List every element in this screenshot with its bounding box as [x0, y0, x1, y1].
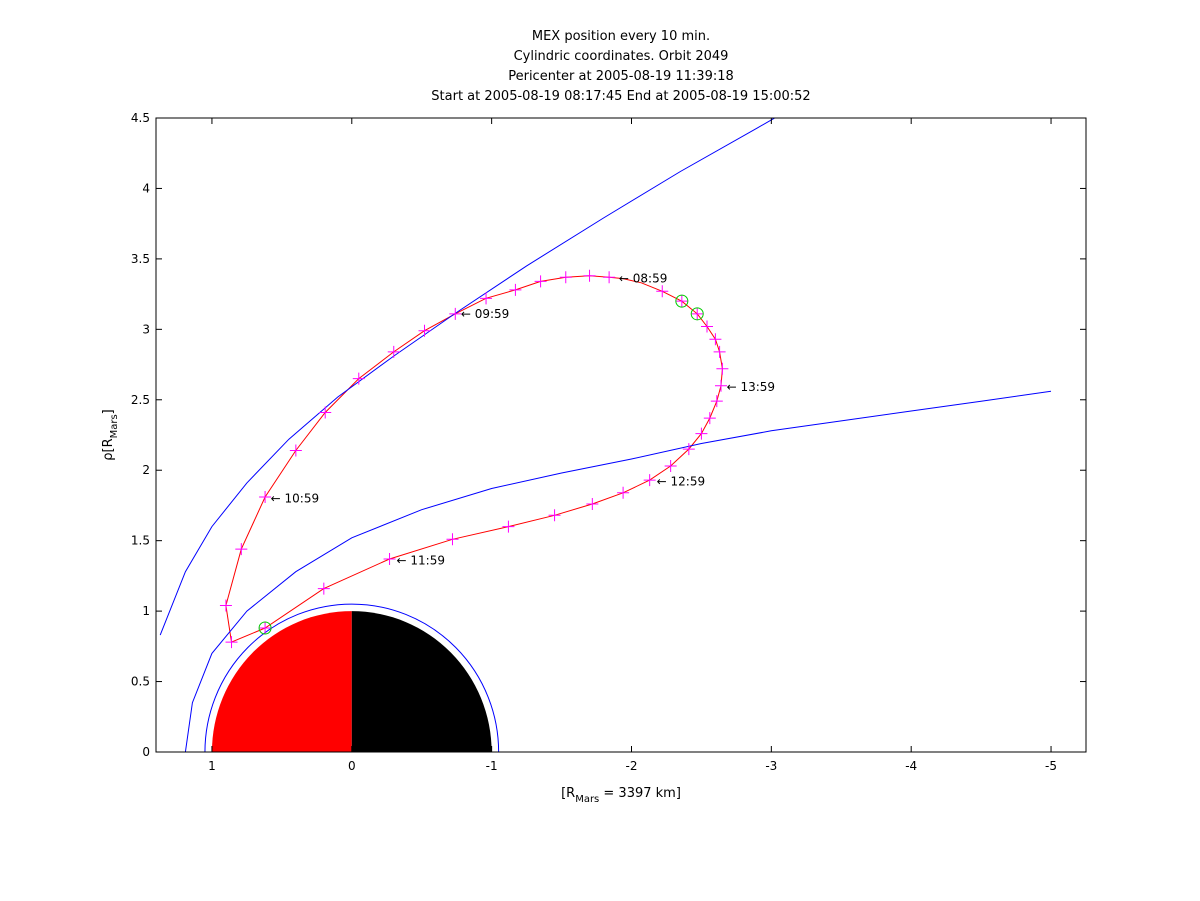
- position-marker-4: [509, 283, 522, 296]
- position-marker-32: [713, 345, 726, 358]
- x-tick-label: -5: [1045, 759, 1057, 773]
- position-marker-30: [714, 379, 727, 392]
- position-marker-12: [259, 490, 272, 503]
- axes-frame: [155, 117, 1087, 753]
- position-marker-27: [695, 427, 708, 440]
- x-tick-label: 0: [348, 759, 356, 773]
- series-outer-boundary: [159, 118, 776, 636]
- special-marker-2: [258, 621, 272, 635]
- position-marker-29: [710, 395, 723, 408]
- y-tick-label: 2.5: [131, 393, 150, 407]
- x-tick-label: 1: [208, 759, 216, 773]
- time-annotation-5: ← 13:59: [727, 380, 775, 394]
- position-marker-36: [675, 295, 688, 308]
- position-marker-17: [317, 582, 330, 595]
- series-ionopause-ring: [204, 603, 500, 752]
- position-marker-22: [586, 498, 599, 511]
- position-marker-18: [383, 552, 396, 565]
- y-tick-label: 3: [142, 322, 150, 336]
- position-marker-26: [682, 443, 695, 456]
- y-tick-label: 4: [142, 181, 150, 195]
- y-axis-label: ρ[RMars]: [101, 409, 120, 461]
- time-annotation-3: ← 11:59: [397, 553, 445, 567]
- title-line-2: Cylindric coordinates. Orbit 2049: [514, 49, 729, 64]
- position-marker-25: [664, 459, 677, 472]
- mars-disk: [211, 611, 492, 752]
- position-marker-15: [225, 636, 238, 649]
- x-tick-label: -1: [486, 759, 498, 773]
- position-marker-1: [583, 269, 596, 282]
- time-annotations: ← 08:59 ← 09:59 ← 10:59 ← 11:59 ← 12:59 ← 13:…: [271, 272, 775, 568]
- position-marker-24: [643, 474, 656, 487]
- position-marker-10: [319, 406, 332, 419]
- x-tick-label: -3: [765, 759, 777, 773]
- special-marker-0: [675, 294, 689, 308]
- time-annotation-0: ← 08:59: [619, 272, 667, 286]
- y-axis-label-post: ]: [101, 409, 116, 414]
- position-marker-20: [502, 520, 515, 533]
- series-orbit-track: [225, 275, 723, 643]
- y-tick-label: 0.5: [131, 675, 150, 689]
- time-annotation-4: ← 12:59: [657, 474, 705, 488]
- position-marker-16: [259, 622, 272, 635]
- position-marker-33: [709, 333, 722, 346]
- y-axis-label-pre: ρ[R: [101, 438, 116, 460]
- position-marker-3: [534, 275, 547, 288]
- y-axis-label-sub: Mars: [109, 414, 120, 438]
- special-marker-1: [690, 307, 704, 321]
- position-marker-6: [449, 307, 462, 320]
- position-marker-2: [559, 271, 572, 284]
- position-marker-0: [603, 271, 616, 284]
- y-tick-label: 3.5: [131, 252, 150, 266]
- position-marker-13: [235, 543, 248, 556]
- position-marker-5: [480, 292, 493, 305]
- y-axis-ticks: 0 0.5 1 1.5 2 2.5 3 3.5 4 4.5: [131, 111, 1086, 759]
- position-marker-37: [656, 285, 669, 298]
- y-tick-label: 4.5: [131, 111, 150, 125]
- position-marker-35: [691, 307, 704, 320]
- position-marker-31: [716, 362, 729, 375]
- time-annotation-1: ← 09:59: [461, 307, 509, 321]
- position-marker-9: [352, 372, 365, 385]
- position-marker-28: [703, 412, 716, 425]
- x-axis-label-sub: Mars: [575, 794, 599, 805]
- x-axis-label-pre: [R: [561, 786, 575, 801]
- y-tick-label: 0: [142, 745, 150, 759]
- position-marker-23: [617, 486, 630, 499]
- position-marker-11: [289, 444, 302, 457]
- y-tick-label: 1.5: [131, 534, 150, 548]
- plot-area: [159, 118, 1052, 752]
- y-tick-label: 2: [142, 463, 150, 477]
- position-marker-7: [418, 324, 431, 337]
- mars-day-side: [211, 611, 352, 752]
- x-tick-label: -4: [905, 759, 917, 773]
- mars-night-side: [351, 611, 492, 752]
- position-marker-8: [387, 345, 400, 358]
- title-line-1: MEX position every 10 min.: [532, 29, 710, 44]
- position-marker-14: [219, 599, 232, 612]
- x-axis-label-post: = 3397 km]: [599, 786, 681, 801]
- title-line-3: Pericenter at 2005-08-19 11:39:18: [508, 69, 734, 84]
- position-markers: [219, 269, 729, 649]
- x-tick-label: -2: [626, 759, 638, 773]
- series-inner-boundary: [184, 390, 1052, 752]
- time-annotation-2: ← 10:59: [271, 491, 319, 505]
- x-axis-ticks: 1 0 -1 -2 -3 -4 -5: [208, 118, 1057, 773]
- position-marker-34: [701, 320, 714, 333]
- position-marker-21: [548, 509, 561, 522]
- title-line-4: Start at 2005-08-19 08:17:45 End at 2005…: [431, 89, 810, 104]
- y-tick-label: 1: [142, 604, 150, 618]
- chart-title: MEX position every 10 min. Cylindric coor…: [431, 29, 810, 104]
- position-marker-19: [446, 533, 459, 546]
- x-axis-label: [RMars = 3397 km]: [561, 786, 681, 805]
